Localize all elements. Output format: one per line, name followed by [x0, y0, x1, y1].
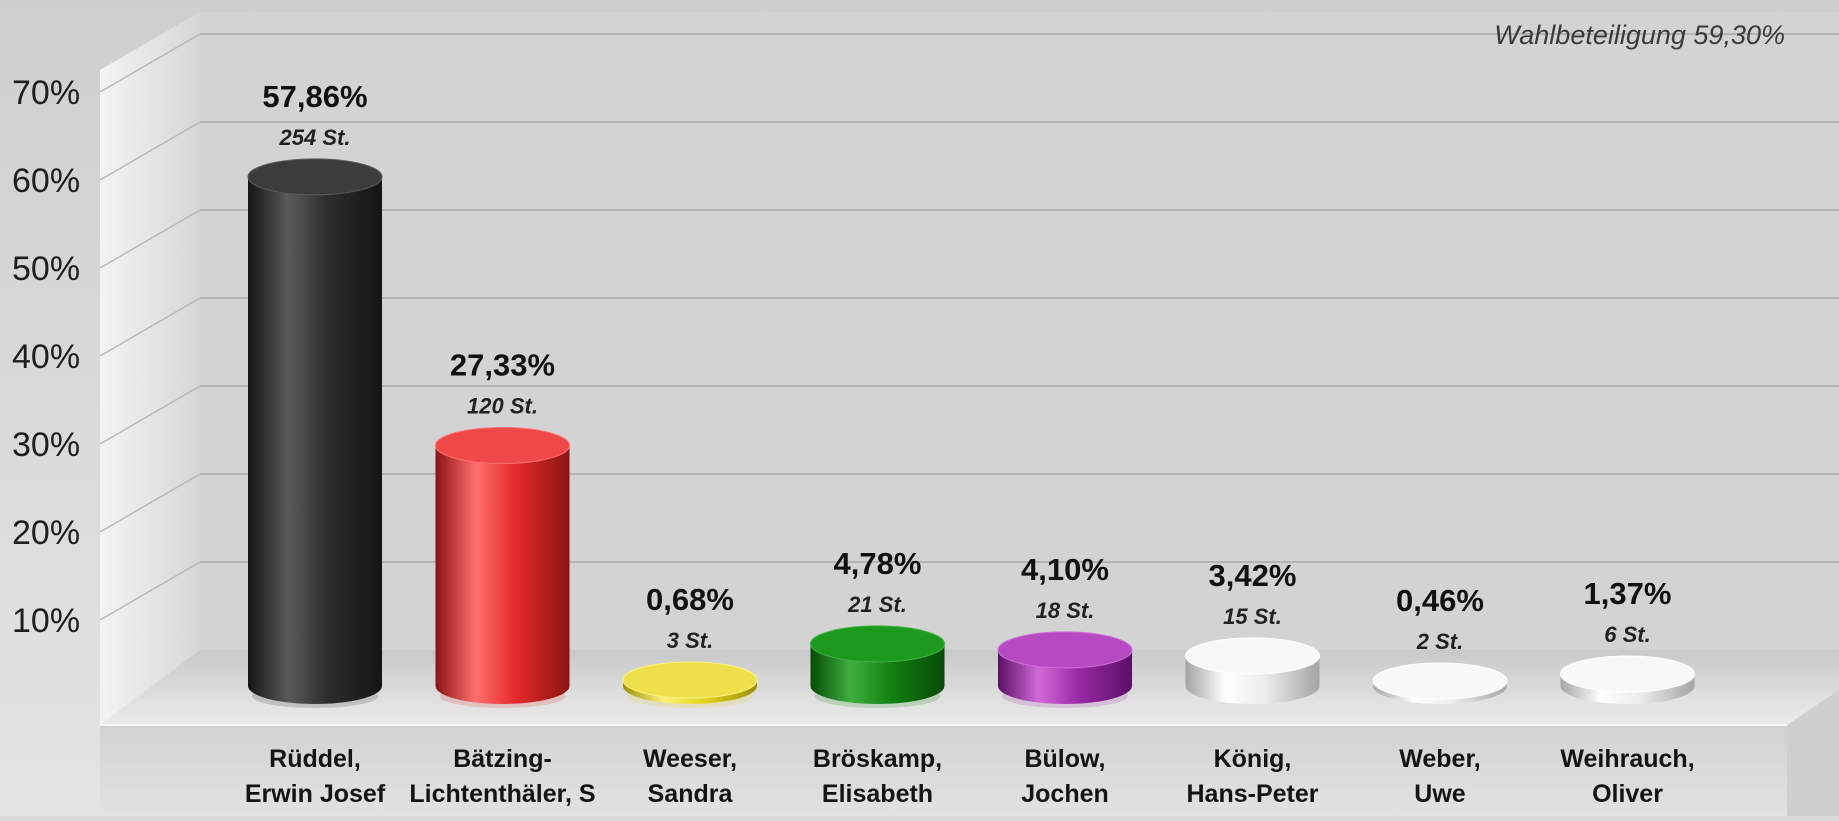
bar [810, 625, 945, 708]
votes-label: 21 St. [847, 592, 907, 617]
gridline-side [99, 33, 201, 93]
y-tick-label: 70% [12, 74, 80, 112]
bar-top [997, 631, 1133, 669]
category-label: Elisabeth [822, 780, 933, 808]
votes-label: 18 St. [1036, 598, 1095, 623]
gridline-side [99, 121, 201, 181]
y-tick-label: 30% [12, 426, 80, 464]
votes-label: 6 St. [1604, 622, 1650, 647]
bar-top [1185, 637, 1320, 675]
value-label: 3,42% [1209, 558, 1297, 593]
gridline-side [99, 473, 201, 533]
gridlines [99, 33, 1839, 621]
bar-top [435, 426, 570, 464]
category-label: König, [1214, 745, 1292, 773]
category-label: Lichtenthäler, S [409, 780, 595, 808]
bar-body [435, 445, 570, 704]
category-label: Bätzing- [453, 745, 552, 773]
x-axis-categories: Rüddel, Erwin Josef Bätzing- Lichtenthäler,… [245, 745, 1695, 808]
side-wall [100, 12, 200, 725]
value-label: 0,46% [1396, 583, 1484, 618]
value-label: 0,68% [646, 582, 734, 617]
back-wall [200, 12, 1839, 650]
category-label: Oliver [1592, 780, 1663, 808]
votes-label: 15 St. [1223, 604, 1282, 629]
y-tick-label: 10% [12, 602, 80, 640]
category-label: Bülow, [1024, 745, 1105, 773]
category-label: Sandra [648, 780, 734, 808]
bar [1372, 662, 1508, 708]
bars [247, 158, 1695, 708]
floor-right-face [1787, 690, 1839, 816]
value-label: 57,86% [262, 79, 367, 114]
category-label: Hans-Peter [1187, 780, 1319, 808]
category-label: Bröskamp, [813, 745, 942, 773]
votes-label: 2 St. [1416, 629, 1463, 654]
bar [1560, 655, 1695, 708]
value-label: 4,10% [1021, 552, 1109, 587]
votes-label: 3 St. [667, 628, 713, 653]
value-label: 27,33% [450, 347, 555, 382]
y-tick-label: 40% [12, 338, 80, 376]
category-label: Weber, [1399, 745, 1481, 773]
bar-top [1372, 662, 1508, 700]
y-axis-ticks: 10% 20% 30% 40% 50% 60% 70% [12, 74, 80, 640]
bar [1185, 637, 1320, 708]
gridline-side [99, 561, 201, 621]
turnout-annotation: Wahlbeteiligung 59,30% [1494, 20, 1785, 50]
y-tick-label: 20% [12, 514, 80, 552]
category-label: Weeser, [643, 745, 737, 773]
category-label: Weihrauch, [1560, 745, 1694, 773]
gridline-side [99, 297, 201, 357]
category-label: Erwin Josef [245, 780, 386, 808]
y-tick-label: 50% [12, 250, 80, 288]
gridline-side [99, 209, 201, 269]
value-label: 4,78% [834, 546, 922, 581]
base-front [100, 725, 1787, 816]
category-label: Jochen [1021, 780, 1109, 808]
bar [247, 158, 383, 708]
bar [997, 631, 1133, 708]
category-label: Rüddel, [269, 745, 361, 773]
bar-top [1560, 655, 1695, 693]
bar-top [622, 661, 758, 699]
category-label: Uwe [1414, 780, 1466, 808]
data-labels: 57,86% 254 St. 27,33% 120 St. 0,68% 3 St. 4,78… [262, 79, 1671, 654]
bar [622, 661, 758, 708]
votes-label: 254 St. [279, 125, 351, 150]
value-label: 1,37% [1584, 576, 1672, 611]
gridline-side [99, 385, 201, 445]
y-tick-label: 60% [12, 162, 80, 200]
bar-body [248, 176, 382, 704]
bar [435, 426, 570, 708]
votes-label: 120 St. [467, 393, 538, 418]
bar-top [810, 625, 945, 663]
bar-top [247, 158, 383, 196]
